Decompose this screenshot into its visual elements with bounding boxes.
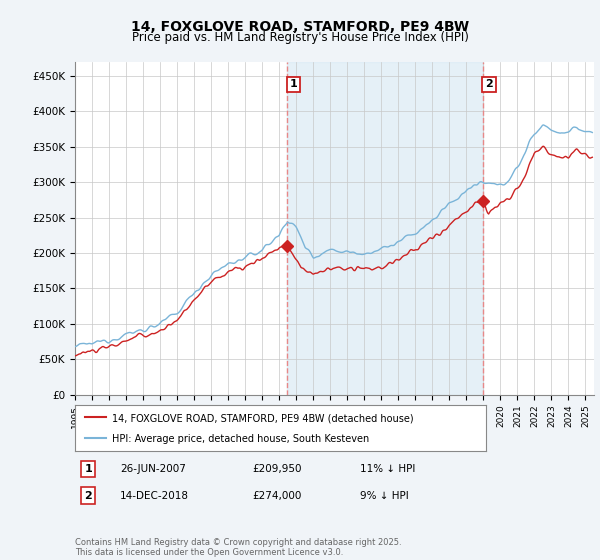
Text: 26-JUN-2007: 26-JUN-2007 xyxy=(120,464,186,474)
Text: Contains HM Land Registry data © Crown copyright and database right 2025.
This d: Contains HM Land Registry data © Crown c… xyxy=(75,538,401,557)
Text: £274,000: £274,000 xyxy=(252,491,301,501)
Text: Price paid vs. HM Land Registry's House Price Index (HPI): Price paid vs. HM Land Registry's House … xyxy=(131,31,469,44)
Text: 2: 2 xyxy=(85,491,92,501)
Bar xyxy=(287,62,482,395)
Text: HPI: Average price, detached house, South Kesteven: HPI: Average price, detached house, Sout… xyxy=(112,435,369,444)
Text: 14, FOXGLOVE ROAD, STAMFORD, PE9 4BW: 14, FOXGLOVE ROAD, STAMFORD, PE9 4BW xyxy=(131,20,469,34)
Text: 2: 2 xyxy=(485,80,493,90)
Text: 1: 1 xyxy=(85,464,92,474)
Text: 14-DEC-2018: 14-DEC-2018 xyxy=(120,491,189,501)
Text: 11% ↓ HPI: 11% ↓ HPI xyxy=(360,464,415,474)
Text: £209,950: £209,950 xyxy=(252,464,302,474)
Text: 1: 1 xyxy=(290,80,298,90)
Text: 9% ↓ HPI: 9% ↓ HPI xyxy=(360,491,409,501)
Text: 14, FOXGLOVE ROAD, STAMFORD, PE9 4BW (detached house): 14, FOXGLOVE ROAD, STAMFORD, PE9 4BW (de… xyxy=(112,413,413,423)
